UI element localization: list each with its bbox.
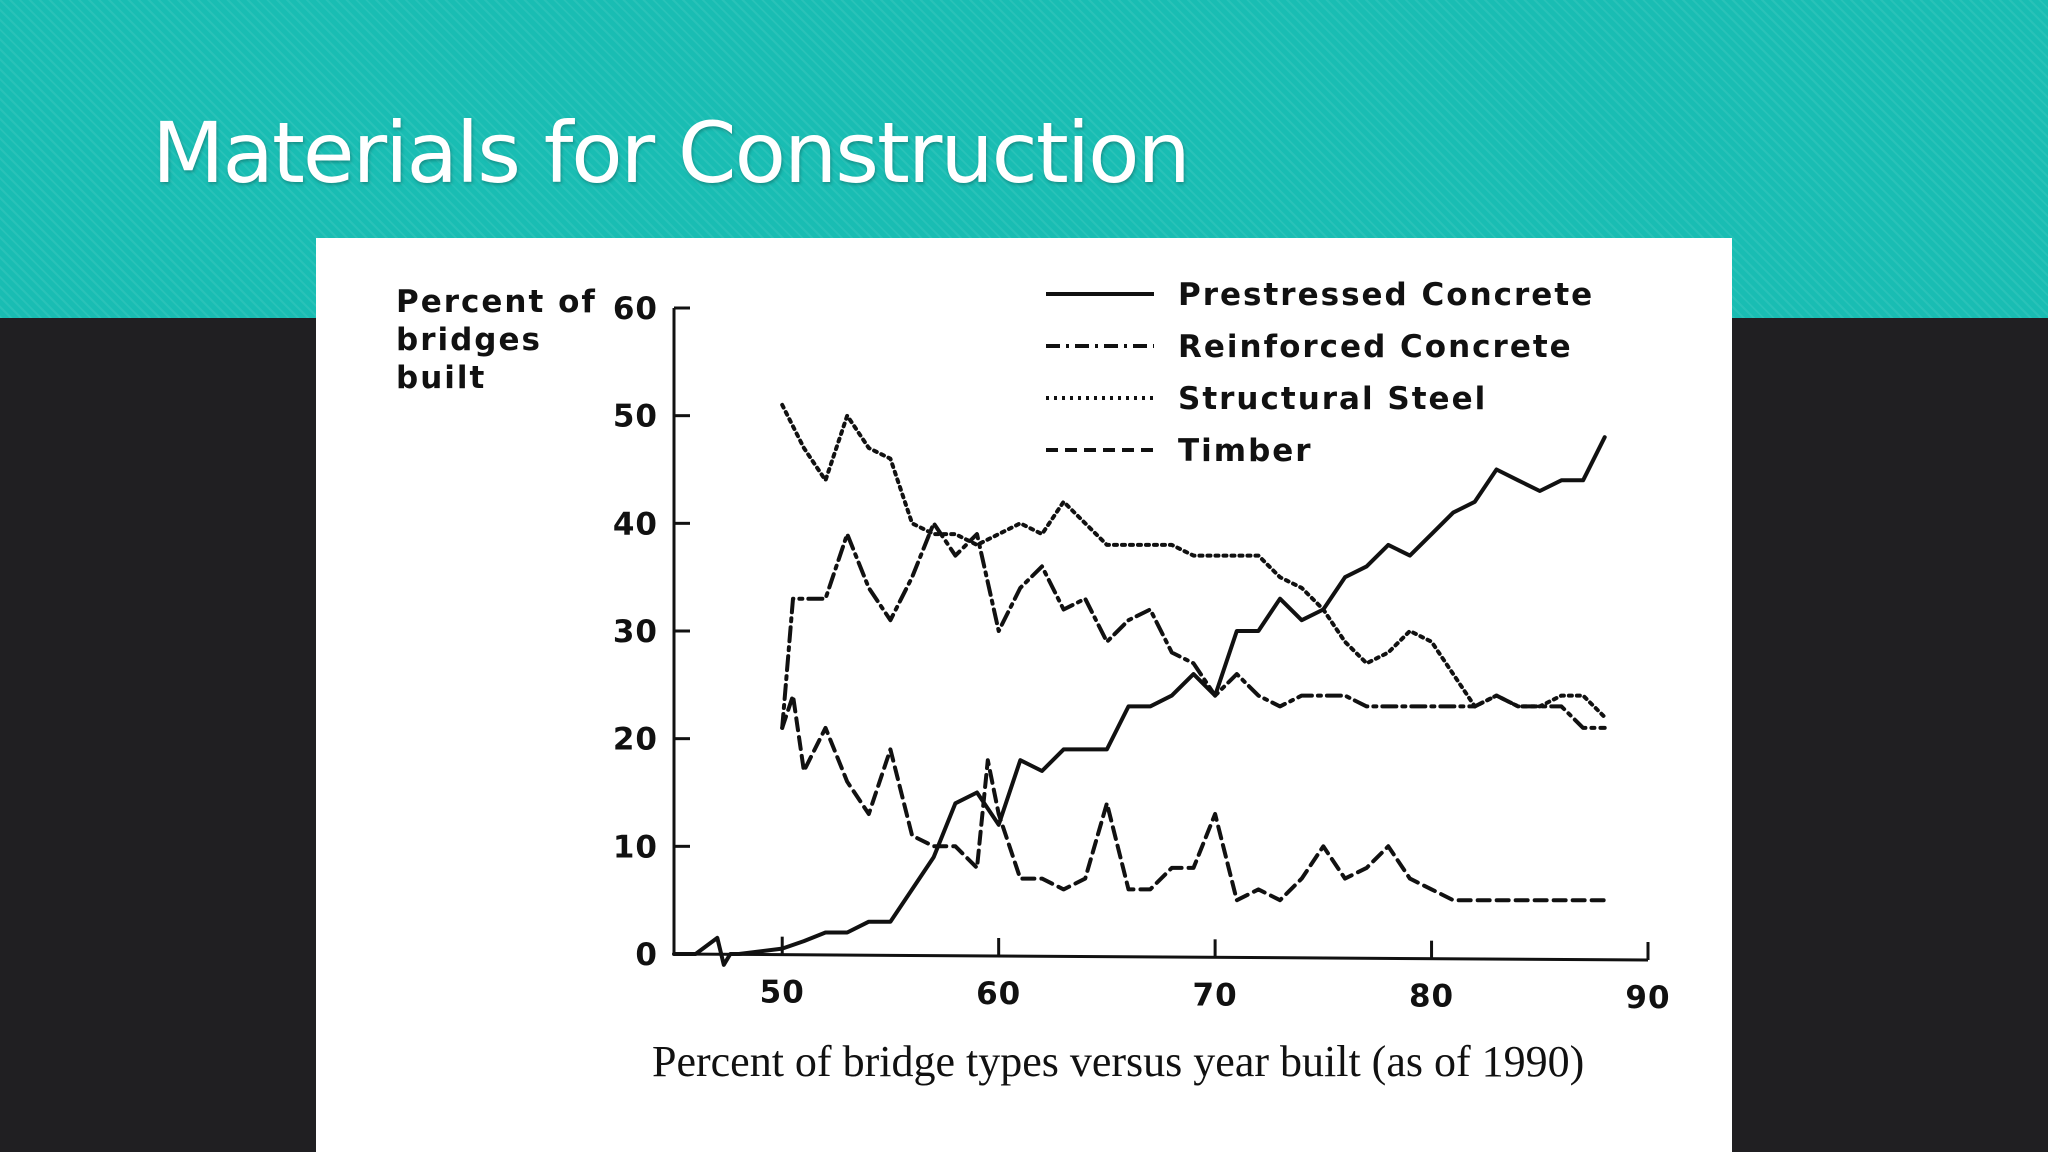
- chart-caption: Percent of bridge types versus year buil…: [652, 1037, 1584, 1086]
- y-tick-label-0: 0: [635, 937, 658, 973]
- y-tick-label-30: 30: [613, 614, 658, 650]
- x-tick-label-80: 80: [1409, 979, 1454, 1015]
- y-axis-label-line-1: Percent of: [396, 284, 597, 320]
- y-tick-label-20: 20: [613, 722, 658, 758]
- chart-series: [672, 402, 1607, 967]
- series-line-timber: [780, 693, 1607, 903]
- legend-label-prestressed-concrete: Prestressed Concrete: [1178, 277, 1594, 313]
- series-line-structural-steel: [780, 402, 1607, 720]
- y-axis-label-line-2: bridges: [396, 322, 542, 358]
- series-line-reinforced-concrete: [780, 521, 1607, 730]
- y-axis-label-line-3: built: [396, 360, 486, 396]
- x-tick-label-70: 70: [1193, 977, 1238, 1013]
- y-tick-label-40: 40: [613, 506, 658, 542]
- series-line-prestressed-concrete: [672, 435, 1607, 967]
- y-tick-label-10: 10: [613, 829, 658, 865]
- y-tick-label-50: 50: [613, 399, 658, 435]
- x-tick-label-90: 90: [1625, 980, 1670, 1016]
- legend-label-structural-steel: Structural Steel: [1178, 381, 1487, 417]
- slide-title: Materials for Construction: [152, 104, 1191, 202]
- x-tick-label-60: 60: [976, 976, 1021, 1012]
- figure-panel: Percent of bridges built 0 10 20 30 40 50 60 50…: [316, 238, 1732, 1152]
- legend-label-reinforced-concrete: Reinforced Concrete: [1178, 329, 1573, 365]
- y-tick-label-60: 60: [613, 291, 658, 327]
- x-axis-line: [673, 952, 1649, 962]
- legend-label-timber: Timber: [1178, 433, 1313, 469]
- line-chart: Percent of bridges built 0 10 20 30 40 50 60 50…: [396, 277, 1670, 1086]
- chart-legend: Prestressed Concrete Reinforced Concrete…: [1046, 277, 1594, 469]
- x-tick-label-50: 50: [760, 975, 805, 1011]
- chart-axes: 0 10 20 30 40 50 60 50 60 70 80 90: [613, 291, 1670, 1016]
